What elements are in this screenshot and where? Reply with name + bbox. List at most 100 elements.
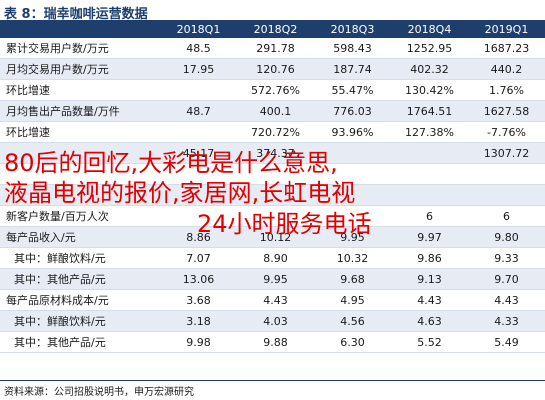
table-cell bbox=[237, 205, 314, 227]
row-label: 环比增速 bbox=[0, 79, 160, 101]
row-label: 月均售出产品数量/万件 bbox=[0, 100, 160, 122]
table-cell: 6.30 bbox=[314, 331, 391, 353]
table-cell bbox=[160, 121, 237, 143]
table-cell: 48.5 bbox=[160, 38, 237, 59]
table-cell: 1307.72 bbox=[468, 142, 545, 164]
table-cell: 4.03 bbox=[237, 310, 314, 332]
source-divider bbox=[0, 380, 545, 381]
table-cell: 1627.58 bbox=[468, 100, 545, 122]
title-divider bbox=[0, 20, 545, 21]
source-note: 资料来源：公司招股说明书，申万宏源研究 bbox=[4, 387, 194, 398]
table-cell bbox=[237, 163, 314, 185]
row-label bbox=[0, 142, 160, 164]
table-title: 表 8：瑞幸咖啡运营数据 bbox=[4, 7, 148, 22]
table-cell: 1252.95 bbox=[391, 38, 468, 59]
table-body: 累计交易用户数/万元 48.5 291.78 598.43 1252.95 1687.23… bbox=[0, 38, 545, 353]
table-cell: 6 bbox=[468, 205, 545, 227]
table-cell: 13.06 bbox=[160, 268, 237, 290]
table-cell: 45.17 bbox=[160, 142, 237, 164]
table-cell: 7.07 bbox=[160, 247, 237, 269]
row-label: 每产品收入/元 bbox=[0, 226, 160, 248]
table-cell: 48.7 bbox=[160, 100, 237, 122]
table-cell: 776.03 bbox=[314, 100, 391, 122]
table-cell: 5.49 bbox=[468, 331, 545, 353]
table-cell: 187.74 bbox=[314, 58, 391, 80]
table-row: 月均售出产品数量/万件 48.7 400.1 776.03 1764.51 1627.58 bbox=[0, 100, 545, 122]
table-row: 新客户数量/百万人次 6 6 bbox=[0, 205, 545, 227]
table-cell: 9.98 bbox=[160, 331, 237, 353]
table-cell: 400.1 bbox=[237, 100, 314, 122]
column-header: 2018Q1 bbox=[160, 21, 237, 38]
table-row: 累计交易用户数/万元 48.5 291.78 598.43 1252.95 1687.23 bbox=[0, 38, 545, 59]
table-cell: 9.70 bbox=[468, 268, 545, 290]
table-cell: 9.86 bbox=[391, 247, 468, 269]
table-row: 环比增速 572.76% 55.47% 130.42% 1.76% bbox=[0, 79, 545, 101]
column-header: 2019Q1 bbox=[468, 21, 545, 38]
table-cell: 17.95 bbox=[160, 58, 237, 80]
column-header: 2018Q2 bbox=[237, 21, 314, 38]
row-label: 其中：鲜酿饮料/元 bbox=[0, 310, 160, 332]
table-cell: 9.13 bbox=[391, 268, 468, 290]
table-row: 45.17 374.37 1307.72 bbox=[0, 142, 545, 164]
column-header: 2018Q4 bbox=[391, 21, 468, 38]
table-cell bbox=[160, 79, 237, 101]
row-label: 环比增速 bbox=[0, 121, 160, 143]
table-cell: 572.76% bbox=[237, 79, 314, 101]
row-label: 每产品原材料成本/元 bbox=[0, 289, 160, 311]
table-cell: 1687.23 bbox=[468, 38, 545, 59]
table-cell: 9.80 bbox=[468, 226, 545, 248]
table-cell: 1.76% bbox=[468, 79, 545, 101]
table-cell: 4.43 bbox=[237, 289, 314, 311]
table-cell: 9.95 bbox=[237, 268, 314, 290]
table-cell bbox=[160, 184, 237, 206]
table-row: 月均交易用户数/万元 17.95 120.76 187.74 402.32 440.2 bbox=[0, 58, 545, 80]
table-cell: 8.90 bbox=[237, 247, 314, 269]
table-cell: 4.43 bbox=[468, 289, 545, 311]
table-cell: 127.38% bbox=[391, 121, 468, 143]
table-cell bbox=[391, 142, 468, 164]
table-cell: 9.33 bbox=[468, 247, 545, 269]
table-cell bbox=[391, 184, 468, 206]
table-row bbox=[0, 163, 545, 185]
table-row: 其中：鲜酿饮料/元 3.18 4.03 4.56 4.63 4.33 bbox=[0, 310, 545, 332]
table-cell: 6 bbox=[391, 205, 468, 227]
table-cell: 440.2 bbox=[468, 58, 545, 80]
table-cell: 4.33 bbox=[468, 310, 545, 332]
table-cell: 55.47% bbox=[314, 79, 391, 101]
table-cell bbox=[468, 184, 545, 206]
table-cell: 598.43 bbox=[314, 38, 391, 59]
table-cell: 720.72% bbox=[237, 121, 314, 143]
row-label: 其中：其他产品/元 bbox=[0, 268, 160, 290]
table-cell: 374.37 bbox=[237, 142, 314, 164]
row-label bbox=[0, 184, 160, 206]
table-cell: 8.86 bbox=[160, 226, 237, 248]
table-row: 其中：鲜酿饮料/元 7.07 8.90 10.32 9.86 9.33 bbox=[0, 247, 545, 269]
table-cell: 1764.51 bbox=[391, 100, 468, 122]
column-header bbox=[0, 21, 160, 38]
table-cell bbox=[468, 163, 545, 185]
table-cell: 120.76 bbox=[237, 58, 314, 80]
table-cell: 5.52 bbox=[391, 331, 468, 353]
table-cell: 130.42% bbox=[391, 79, 468, 101]
table-cell bbox=[237, 184, 314, 206]
table-cell bbox=[314, 205, 391, 227]
table-cell: 402.32 bbox=[391, 58, 468, 80]
table-row bbox=[0, 184, 545, 206]
table-cell: 9.95 bbox=[314, 226, 391, 248]
table-cell: 4.95 bbox=[314, 289, 391, 311]
table-cell bbox=[160, 163, 237, 185]
table-cell: 4.43 bbox=[391, 289, 468, 311]
table-cell bbox=[314, 184, 391, 206]
table-row: 其中：其他产品/元 9.98 9.88 6.30 5.52 5.49 bbox=[0, 331, 545, 353]
table-cell: 10.12 bbox=[237, 226, 314, 248]
row-label: 月均交易用户数/万元 bbox=[0, 58, 160, 80]
table-cell: 10.32 bbox=[314, 247, 391, 269]
column-header: 2018Q3 bbox=[314, 21, 391, 38]
table-cell bbox=[160, 205, 237, 227]
table-cell: 9.97 bbox=[391, 226, 468, 248]
row-label: 其中：鲜酿饮料/元 bbox=[0, 247, 160, 269]
table-cell: 3.68 bbox=[160, 289, 237, 311]
row-label bbox=[0, 163, 160, 185]
table-cell: 4.63 bbox=[391, 310, 468, 332]
table-cell bbox=[391, 163, 468, 185]
